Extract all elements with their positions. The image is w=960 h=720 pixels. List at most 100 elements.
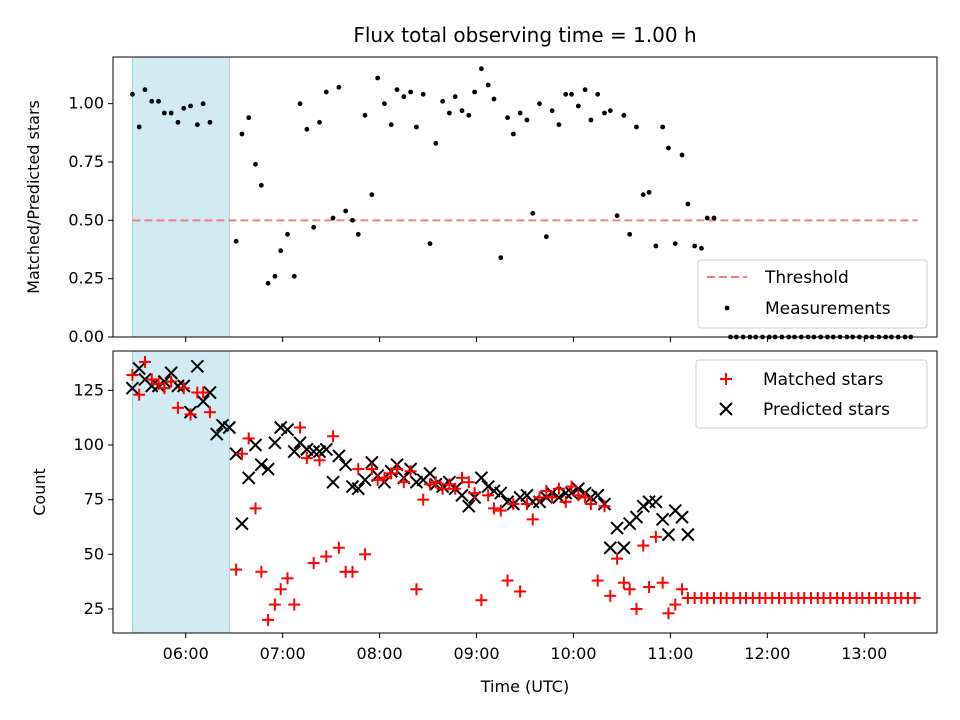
measurement-point <box>478 66 484 72</box>
measurement-point <box>304 126 310 132</box>
measurement-point <box>466 112 472 118</box>
measurement-point <box>388 122 394 128</box>
matched-point <box>313 454 326 467</box>
measurement-point <box>563 91 569 97</box>
measurement-point <box>446 110 452 116</box>
matched-point <box>540 484 553 497</box>
predicted-point <box>280 422 295 437</box>
matched-point <box>526 513 539 526</box>
measurement-point <box>711 215 717 221</box>
matched-point <box>611 552 624 565</box>
matched-point <box>598 500 611 513</box>
measurement-point <box>355 231 361 237</box>
predicted-point <box>675 510 689 524</box>
matched-point <box>572 489 585 502</box>
predicted-point <box>203 385 217 400</box>
matched-point <box>482 489 495 502</box>
measurement-point <box>136 124 142 130</box>
measurement-point <box>265 280 271 286</box>
measurement-point <box>607 108 613 114</box>
measurement-point <box>181 105 187 111</box>
predicted-point <box>222 420 237 435</box>
matched-point <box>184 408 197 421</box>
measurement-point <box>350 217 355 223</box>
measurement-point <box>459 108 465 114</box>
matched-point <box>327 430 340 443</box>
measurement-point <box>285 231 290 237</box>
matched-point <box>669 598 682 611</box>
matched-point <box>158 382 171 395</box>
measurement-point <box>634 124 639 130</box>
matched-point <box>281 572 294 585</box>
measurement-point <box>343 208 349 214</box>
predicted-point <box>564 486 579 500</box>
matched-point <box>262 613 275 626</box>
top-shaded-interval <box>131 56 230 338</box>
measurement-point <box>595 91 601 97</box>
measurement-point <box>510 131 516 137</box>
measurement-point <box>414 124 419 130</box>
measurement-point <box>679 152 685 158</box>
measurement-point <box>394 87 400 93</box>
matched-point <box>203 406 216 419</box>
top-y-tick-label: 0.75 <box>68 152 104 171</box>
bottom-y-tick-label: 100 <box>73 435 104 454</box>
predicted-point <box>235 516 249 531</box>
bottom-legend: Matched stars Predicted stars <box>695 359 928 429</box>
measurement-point <box>200 101 206 107</box>
measurement-point <box>253 161 258 167</box>
predicted-point <box>358 473 372 487</box>
predicted-point <box>261 462 275 476</box>
predicted-point <box>332 449 346 463</box>
matched-point <box>552 482 565 495</box>
matched-point <box>300 452 313 465</box>
top-y-tick-label: 1.00 <box>68 94 104 113</box>
measurement-point <box>375 75 381 81</box>
measurement-point <box>297 101 303 107</box>
predicted-point <box>455 488 469 502</box>
predicted-point <box>481 479 495 494</box>
matched-point <box>455 471 468 484</box>
top-y-axis-label: Matched/Predicted stars <box>24 100 43 294</box>
bottom-plot-frame <box>112 350 938 634</box>
top-y-tick-label: 0.50 <box>68 210 104 229</box>
matched-point <box>371 473 384 486</box>
measurement-point <box>530 210 536 216</box>
matched-point <box>462 476 475 489</box>
predicted-point <box>254 457 269 472</box>
predicted-point <box>474 471 489 485</box>
measurement-point <box>699 245 704 251</box>
matched-point <box>378 471 391 484</box>
matched-point <box>637 539 650 552</box>
matched-point <box>559 495 572 508</box>
matched-point <box>249 502 262 515</box>
measurement-point <box>362 112 368 118</box>
measurement-point <box>602 110 607 116</box>
measurement-point <box>672 241 678 247</box>
measurement-point <box>401 94 407 100</box>
top-plot-frame <box>112 56 938 338</box>
measurement-point <box>207 119 213 125</box>
measurement-point <box>498 255 504 261</box>
matched-point <box>649 530 662 543</box>
matched-point <box>501 574 514 587</box>
measurement-point <box>433 140 439 146</box>
matched-point <box>126 369 139 382</box>
measurement-point <box>646 189 652 195</box>
predicted-point <box>661 527 676 542</box>
predicted-point <box>655 512 670 527</box>
matched-point <box>171 401 184 414</box>
measurement-point <box>233 238 239 244</box>
predicted-point <box>617 541 631 555</box>
predicted-point <box>629 510 644 524</box>
measurement-point <box>575 103 581 109</box>
predicted-point <box>649 495 663 509</box>
predicted-point <box>365 455 379 470</box>
matched-point <box>662 607 675 620</box>
measurement-point <box>666 145 671 151</box>
measurement-point <box>556 122 562 128</box>
matched-point <box>656 576 669 589</box>
matched-point <box>623 583 636 596</box>
measurement-point <box>692 243 698 249</box>
measurement-point <box>588 117 594 123</box>
